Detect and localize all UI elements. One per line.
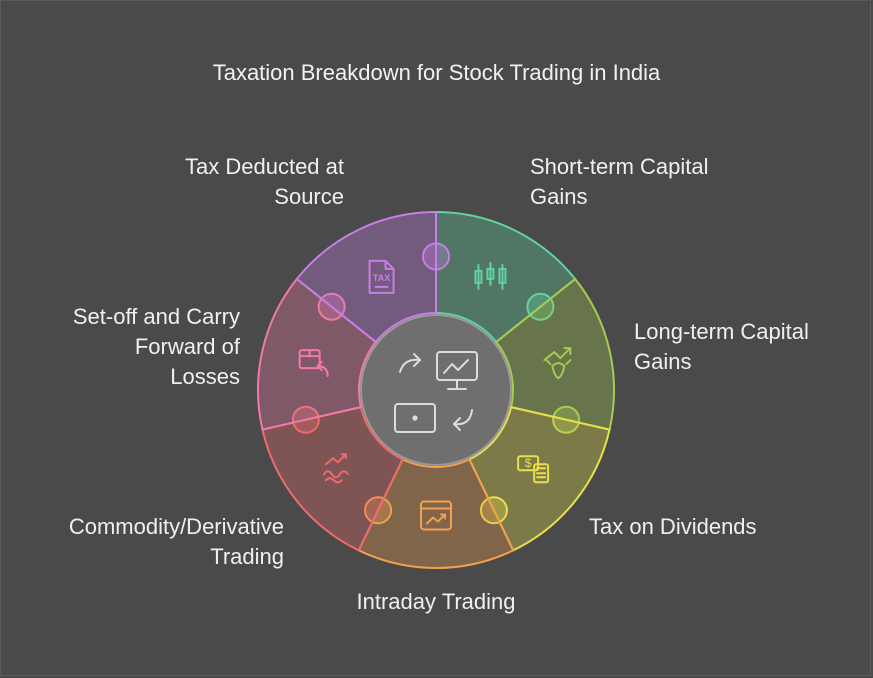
label-short-term-capital-gains: Short-term Capital Gains [530,154,709,209]
label-long-term-capital-gains: Long-term Capital Gains [634,319,809,374]
label-tax-deducted-at-source: Tax Deducted at Source [185,154,344,209]
svg-text:TAX: TAX [373,273,390,283]
diagram-title: Taxation Breakdown for Stock Trading in … [212,60,661,85]
box-return-icon [298,349,329,378]
puzzle-knob-6 [422,242,450,271]
segment-2 [468,405,611,552]
label-set-off-carry-forward-losses: Set-off and Carry Forward of Losses [72,304,240,389]
candlestick-chart-icon [474,261,507,290]
commodity-trend-icon [322,453,349,484]
trend-window-icon [420,500,452,531]
segment-6 [295,210,437,344]
segment-5 [257,277,378,431]
segment-1 [494,277,615,431]
money-calculator-icon: $ [517,455,550,484]
tax-document-icon: TAX [368,259,395,294]
label-commodity-derivative-trading: Commodity/Derivative Trading [68,514,284,569]
segment-3 [357,458,515,569]
bull-growth-icon [543,347,572,380]
hub [360,314,512,466]
svg-text:$: $ [525,456,532,470]
trading-cycle-icon [394,351,478,433]
label-intraday-trading: Intraday Trading [356,589,516,614]
hub-circle [360,314,512,466]
label-tax-on-dividends: Tax on Dividends [589,514,757,539]
